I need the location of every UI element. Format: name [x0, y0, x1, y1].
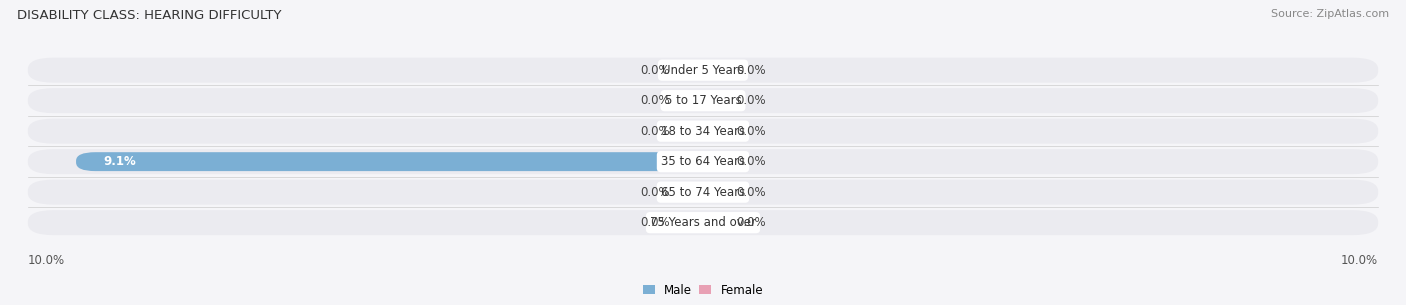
FancyBboxPatch shape: [28, 149, 1378, 174]
FancyBboxPatch shape: [683, 122, 703, 141]
Text: 65 to 74 Years: 65 to 74 Years: [661, 186, 745, 199]
FancyBboxPatch shape: [76, 152, 703, 171]
FancyBboxPatch shape: [703, 213, 723, 232]
FancyBboxPatch shape: [703, 122, 723, 141]
FancyBboxPatch shape: [703, 91, 723, 110]
Text: 0.0%: 0.0%: [640, 125, 669, 138]
Text: 10.0%: 10.0%: [28, 254, 65, 267]
Text: 0.0%: 0.0%: [737, 155, 766, 168]
Text: 0.0%: 0.0%: [737, 64, 766, 77]
FancyBboxPatch shape: [28, 119, 1378, 144]
FancyBboxPatch shape: [703, 61, 723, 80]
Text: DISABILITY CLASS: HEARING DIFFICULTY: DISABILITY CLASS: HEARING DIFFICULTY: [17, 9, 281, 22]
Text: 0.0%: 0.0%: [640, 216, 669, 229]
FancyBboxPatch shape: [683, 183, 703, 202]
FancyBboxPatch shape: [703, 183, 723, 202]
FancyBboxPatch shape: [703, 152, 723, 171]
FancyBboxPatch shape: [28, 58, 1378, 83]
FancyBboxPatch shape: [683, 213, 703, 232]
Text: 0.0%: 0.0%: [737, 94, 766, 107]
Text: 0.0%: 0.0%: [640, 186, 669, 199]
Text: 0.0%: 0.0%: [640, 94, 669, 107]
Text: 0.0%: 0.0%: [737, 216, 766, 229]
Text: 75 Years and over: 75 Years and over: [650, 216, 756, 229]
Text: 0.0%: 0.0%: [737, 125, 766, 138]
Text: 18 to 34 Years: 18 to 34 Years: [661, 125, 745, 138]
Text: 0.0%: 0.0%: [640, 64, 669, 77]
FancyBboxPatch shape: [28, 180, 1378, 205]
Text: 9.1%: 9.1%: [104, 155, 136, 168]
FancyBboxPatch shape: [683, 91, 703, 110]
Text: 5 to 17 Years: 5 to 17 Years: [665, 94, 741, 107]
FancyBboxPatch shape: [683, 61, 703, 80]
Legend: Male, Female: Male, Female: [638, 279, 768, 302]
FancyBboxPatch shape: [28, 210, 1378, 235]
Text: Under 5 Years: Under 5 Years: [662, 64, 744, 77]
Text: 0.0%: 0.0%: [737, 186, 766, 199]
FancyBboxPatch shape: [28, 88, 1378, 113]
Text: 35 to 64 Years: 35 to 64 Years: [661, 155, 745, 168]
Text: 10.0%: 10.0%: [1341, 254, 1378, 267]
Text: Source: ZipAtlas.com: Source: ZipAtlas.com: [1271, 9, 1389, 19]
